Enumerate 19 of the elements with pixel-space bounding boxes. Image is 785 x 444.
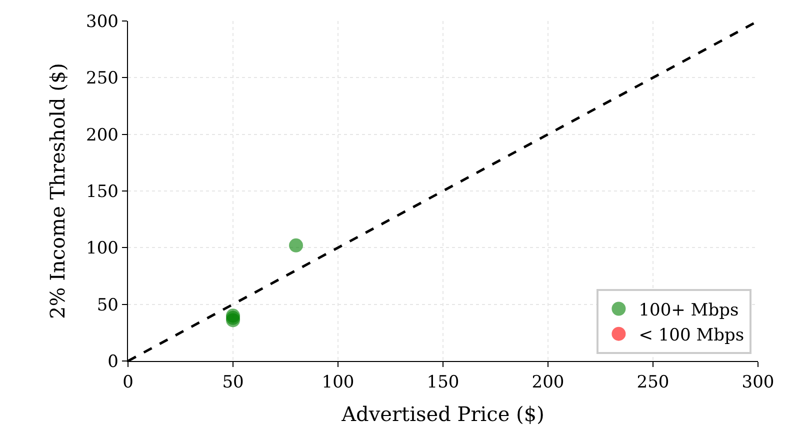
legend-label: 100+ Mbps [638, 300, 739, 320]
x-tick-label: 250 [636, 372, 670, 392]
x-tick-label: 50 [222, 372, 244, 392]
x-tick-label: 200 [532, 372, 564, 392]
x-tick-label: 0 [122, 372, 134, 392]
legend-label: < 100 Mbps [638, 325, 744, 346]
y-tick-label: 200 [86, 125, 118, 146]
y-tick-label: 150 [86, 182, 118, 202]
y-axis-title: 2% Income Threshold ($) [46, 63, 70, 319]
x-tick-label: 100 [322, 372, 354, 392]
x-axis-title: Advertised Price ($) [340, 402, 544, 426]
y-tick-label: 100 [86, 238, 118, 259]
y-tick-label: 50 [96, 295, 118, 316]
y-tick-label: 250 [86, 68, 118, 89]
y-tick-label: 0 [108, 352, 118, 372]
x-tick-label: 300 [742, 372, 774, 392]
y-tick-label: 300 [86, 12, 118, 32]
x-tick-label: 150 [426, 372, 460, 392]
point [289, 238, 303, 252]
